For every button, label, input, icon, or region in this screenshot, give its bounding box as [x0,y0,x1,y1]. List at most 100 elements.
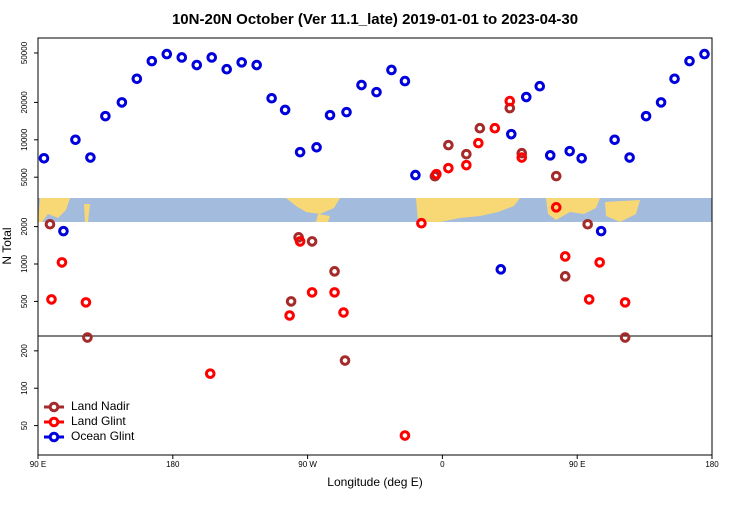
y-tick-label: 50 [20,421,29,430]
data-point [474,122,486,134]
data-point [329,266,340,277]
data-point [341,106,352,118]
data-point [221,63,233,75]
data-point [431,168,442,180]
data-point [311,142,322,153]
x-tick-label: 180 [166,460,180,469]
data-point [550,170,562,182]
x-axis-label: Longitude (deg E) [327,475,422,489]
data-point [371,86,382,98]
y-tick-label: 2000 [20,217,29,235]
data-point [329,287,340,298]
data-point [85,152,96,163]
data-point [640,110,652,122]
data-point [559,271,571,282]
data-point [669,73,680,85]
data-point [236,57,247,68]
data-point [461,148,472,160]
y-tick-label: 20000 [20,91,29,114]
data-point [100,110,111,122]
x-tick-label: 90 W [298,460,317,469]
y-tick-label: 50000 [20,41,29,64]
data-point [619,332,631,343]
data-point [284,310,295,321]
data-point [609,134,620,146]
data-point [176,52,188,63]
data-point [46,294,57,305]
data-point [44,218,56,230]
y-tick-label: 10000 [20,128,29,151]
data-point [516,152,528,163]
x-tick-label: 90 E [30,460,46,469]
data-point [582,218,593,230]
data-point [699,48,710,60]
data-point [161,48,173,60]
data-point [82,332,93,343]
data-point [285,296,297,307]
y-tick-label: 200 [20,344,29,358]
x-tick-label: 180 [705,460,719,469]
data-point [306,236,318,247]
data-point [619,297,631,308]
plot-frame [37,37,713,456]
data-point [473,137,484,149]
data-point [684,55,695,67]
data-point [146,55,158,67]
data-point [58,225,69,237]
data-point [489,122,501,134]
data-point [251,59,262,71]
y-axis-label: N Total [0,227,14,264]
data-point [324,109,336,121]
data-point [534,80,546,92]
data-point [504,95,516,107]
data-point [595,225,607,237]
data-point [399,75,411,87]
data-point [544,150,556,161]
data-point [516,147,528,159]
data-point [520,91,532,103]
data-point [564,145,576,157]
y-tick-label: 100 [20,381,29,395]
data-point [294,146,306,158]
data-point [356,79,367,91]
data-point [131,73,143,85]
legend-label: Land Nadir [71,399,130,413]
x-tick-label: 90 E [569,460,585,469]
data-point [294,236,306,247]
legend-marker [48,416,60,428]
data-point [443,139,454,151]
data-point [655,97,667,108]
legend-marker [48,401,60,413]
data-point [191,59,203,71]
x-tick-label: 0 [440,460,445,469]
data-point [204,368,216,379]
y-tick-label: 500 [20,294,29,308]
data-point [399,430,411,441]
data-point [624,152,635,163]
legend-label: Land Glint [71,414,126,428]
data-point [410,169,421,181]
data-point [80,297,92,308]
data-point [279,104,291,116]
data-point [576,152,587,164]
y-tick-label: 1000 [20,255,29,273]
data-point [559,251,571,262]
data-point [70,134,81,146]
data-point [38,152,50,164]
map-strip [38,198,712,222]
data-point [339,355,351,366]
data-point [505,128,517,140]
chart-title: 10N-20N October (Ver 11.1_late) 2019-01-… [172,11,578,28]
data-point [386,64,397,76]
data-point [461,159,472,171]
data-point [583,294,595,305]
data-point [266,92,277,104]
data-point [116,97,128,108]
data-point [206,52,218,63]
legend-marker [48,431,60,443]
data-point [416,217,427,229]
data-point [306,287,318,298]
data-point [443,162,454,174]
data-point [594,257,605,268]
